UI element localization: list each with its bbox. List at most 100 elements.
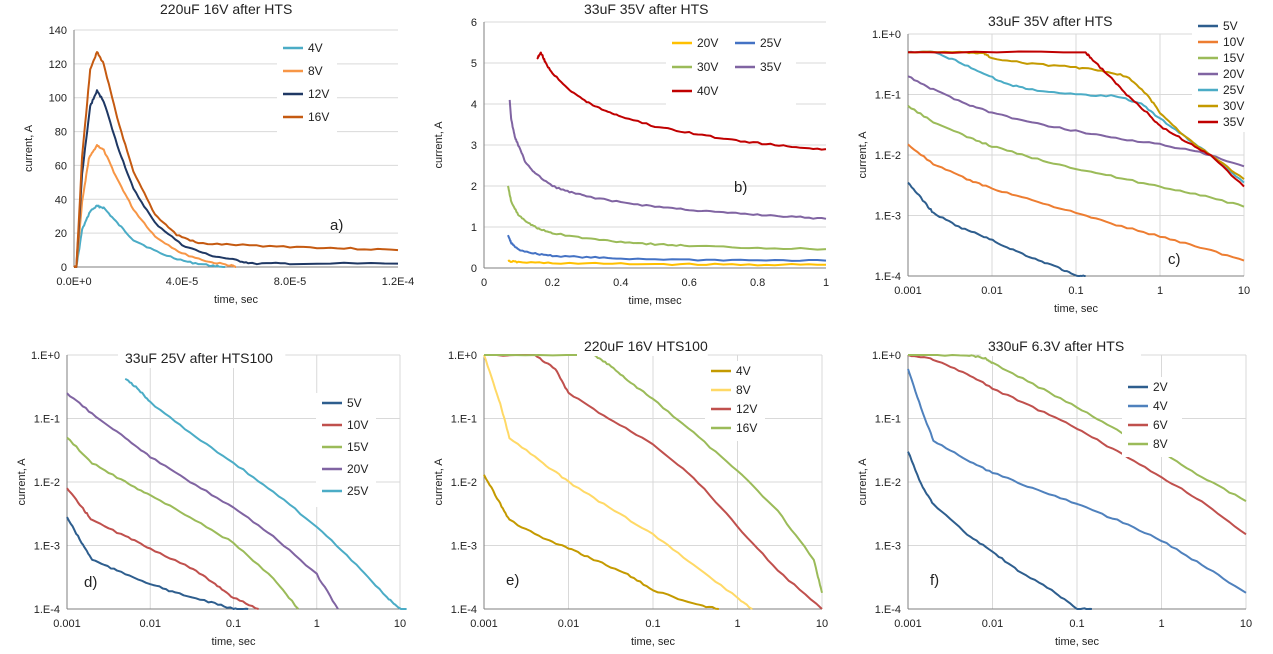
- series-line-2V: [907, 451, 1092, 610]
- x-tick-label: 0.001: [894, 285, 922, 297]
- y-tick-label: 80: [55, 127, 67, 139]
- series-line-8V: [483, 354, 753, 610]
- y-tick-label: 1.E-4: [451, 604, 477, 616]
- legend-label: 6V: [1153, 418, 1168, 432]
- chart-title-text: 33uF 35V after HTS: [584, 1, 709, 17]
- legend-label: 8V: [308, 64, 323, 78]
- y-tick-label: 1.E-2: [875, 150, 901, 162]
- y-axis-label: current, A: [16, 458, 28, 506]
- legend-label: 10V: [1223, 35, 1244, 49]
- panel-label: a): [330, 217, 343, 234]
- x-tick-label: 0.0E+0: [56, 276, 91, 288]
- y-tick-label: 1.E-3: [875, 211, 901, 223]
- y-tick-label: 140: [49, 25, 67, 37]
- legend-label: 20V: [697, 36, 718, 50]
- legend: 2V 4V 6V 8V: [1122, 377, 1182, 457]
- chart-panel-d: 0.001 0.01 0.1 1 10 1.E-4 1.E-3 1.E-2 1.E-1 1.E+0…: [0, 327, 424, 654]
- chart-title: 220uF 16V HTS100: [577, 338, 708, 356]
- x-tick-label: 0: [481, 277, 487, 289]
- legend-label: 5V: [1223, 19, 1238, 33]
- chart-title-text: 220uF 16V after HTS: [160, 1, 292, 17]
- y-tick-label: 1.E-2: [34, 477, 60, 489]
- legend-label: 16V: [308, 110, 329, 124]
- legend: 4V 8V 12V 16V: [277, 38, 337, 134]
- x-axis-label: time, sec: [631, 636, 676, 648]
- series-line-20V: [66, 392, 339, 610]
- y-tick-label: 1.E-1: [34, 414, 60, 426]
- y-tick-label: 1.E-4: [875, 604, 901, 616]
- grid: [907, 354, 1247, 610]
- y-tick-label: 1.E+0: [31, 350, 60, 362]
- y-tick-label: 1.E+0: [872, 29, 901, 41]
- x-tick-label: 1: [314, 618, 320, 630]
- chart-title-backing: [118, 350, 286, 368]
- legend: 5V 10V 15V 20V 25V: [316, 393, 376, 507]
- legend-label: 40V: [697, 84, 718, 98]
- y-tick-label: 1.E-1: [875, 90, 901, 102]
- y-tick-label: 20: [55, 228, 67, 240]
- legend-label: 15V: [1223, 51, 1244, 65]
- x-axis-label: time, sec: [211, 636, 256, 648]
- panel-label: c): [1168, 251, 1181, 268]
- x-tick-label: 1: [1158, 618, 1164, 630]
- chart-title-text: 33uF 35V after HTS: [988, 13, 1113, 29]
- x-axis-label: time, sec: [214, 294, 259, 306]
- x-tick-label: 10: [394, 618, 406, 630]
- legend-label: 12V: [736, 402, 757, 416]
- chart-panel-a: 0.0E+0 4.0E-5 8.0E-5 1.2E-4 0 20 40 60 80 100 120 1…: [0, 0, 424, 327]
- chart-title-text: 220uF 16V HTS100: [584, 338, 708, 354]
- y-tick-label: 1.E+0: [872, 350, 901, 362]
- series-line-6V: [907, 354, 1247, 536]
- series-line-35V: [908, 50, 1245, 188]
- legend-label: 35V: [760, 60, 781, 74]
- y-axis-label: current, A: [857, 458, 869, 506]
- x-tick-label: 0.001: [470, 618, 498, 630]
- y-tick-label: 60: [55, 160, 67, 172]
- chart-panel-c: 0.001 0.01 0.1 1 10 1.E-4 1.E-3 1.E-2 1.E-1 1.E+0…: [848, 0, 1273, 327]
- series-line-16V: [484, 354, 823, 594]
- series-line-30V: [907, 50, 1245, 180]
- legend-label: 2V: [1153, 380, 1168, 394]
- grid: [74, 29, 398, 268]
- panel-label: d): [84, 574, 97, 591]
- chart-title-backing: [981, 338, 1141, 356]
- legend: 5V 10V 15V 20V 25V 30V 35V: [1192, 16, 1252, 132]
- series-line-35V: [508, 99, 827, 220]
- y-axis-label: current, A: [857, 131, 869, 179]
- legend: 20V 25V 30V 35V 40V: [666, 33, 796, 109]
- y-axis-label: current, A: [23, 124, 35, 172]
- legend-label: 10V: [347, 418, 368, 432]
- y-tick-label: 1.E-3: [34, 541, 60, 553]
- x-axis-label: time, sec: [1054, 303, 1099, 315]
- x-tick-label: 0.1: [1069, 618, 1084, 630]
- series-line-8V: [73, 144, 237, 268]
- legend-label: 20V: [347, 462, 368, 476]
- x-tick-label: 1.2E-4: [382, 276, 414, 288]
- series-line-8V: [908, 354, 1247, 502]
- panel-label: f): [930, 572, 939, 589]
- series-line-20V: [907, 75, 1245, 168]
- x-tick-label: 10: [1238, 285, 1250, 297]
- x-tick-label: 0.8: [750, 277, 765, 289]
- y-tick-label: 40: [55, 194, 67, 206]
- series-line-15V: [907, 105, 1245, 208]
- y-tick-label: 4: [471, 99, 477, 111]
- x-tick-label: 4.0E-5: [166, 276, 198, 288]
- series-line-5V: [907, 181, 1086, 277]
- x-axis-label: time, msec: [628, 295, 682, 307]
- legend-label: 5V: [347, 396, 362, 410]
- legend-label: 4V: [1153, 399, 1168, 413]
- panel-label: e): [506, 572, 519, 589]
- x-tick-label: 0.1: [226, 618, 241, 630]
- series-line-25V: [507, 234, 827, 262]
- chart-title: 33uF 35V after HTS: [577, 1, 723, 19]
- legend-backing: [316, 393, 376, 507]
- chart-title-text: 330uF 6.3V after HTS: [988, 338, 1124, 354]
- y-tick-label: 0: [61, 262, 67, 274]
- legend-label: 4V: [736, 364, 751, 378]
- chart-panel-f: 0.001 0.01 0.1 1 10 1.E-4 1.E-3 1.E-2 1.E-1 1.E+0…: [848, 327, 1273, 654]
- x-tick-label: 0.01: [982, 618, 1003, 630]
- series-line-40V: [536, 51, 827, 151]
- legend-label: 20V: [1223, 67, 1244, 81]
- y-tick-label: 1.E-3: [451, 541, 477, 553]
